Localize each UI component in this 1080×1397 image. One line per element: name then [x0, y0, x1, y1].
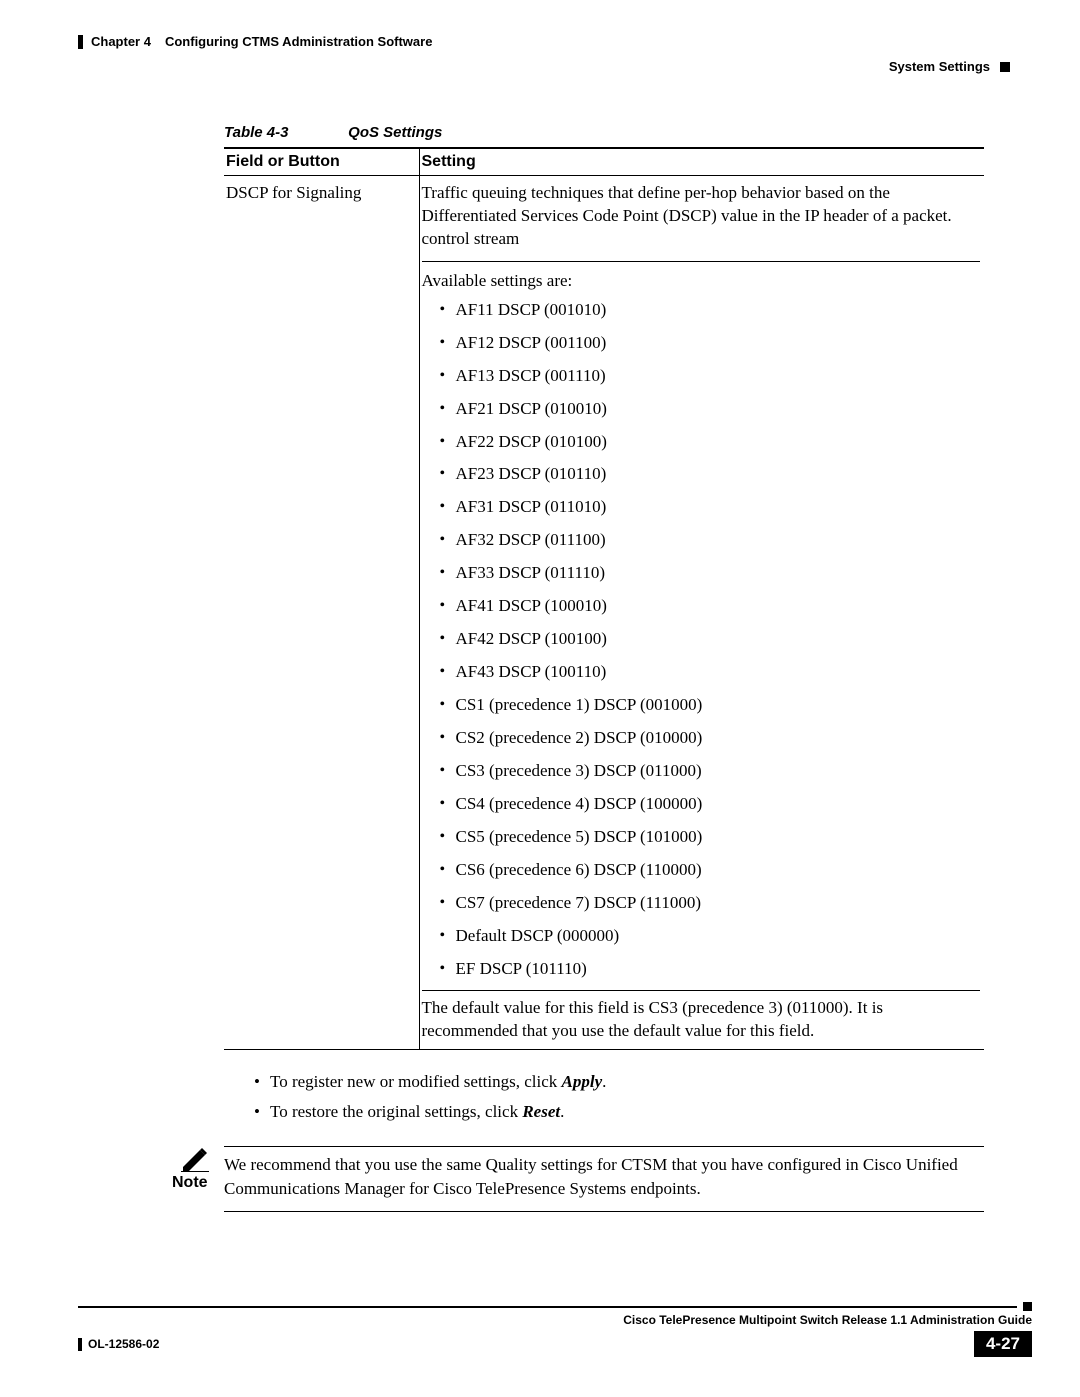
col-header-setting: Setting	[419, 148, 984, 176]
dscp-option: AF31 DSCP (011010)	[440, 496, 981, 519]
dscp-option: CS5 (precedence 5) DSCP (101000)	[440, 826, 981, 849]
footer-bar-icon	[78, 1338, 82, 1351]
section-title: System Settings	[889, 59, 990, 74]
table-title: QoS Settings	[348, 124, 442, 141]
dscp-option: CS3 (precedence 3) DSCP (011000)	[440, 760, 981, 783]
dscp-option: AF32 DSCP (011100)	[440, 529, 981, 552]
running-header-left: Chapter 4 Configuring CTMS Administratio…	[78, 34, 1010, 49]
page-footer: Cisco TelePresence Multipoint Switch Rel…	[78, 1302, 1032, 1357]
dscp-option: CS6 (precedence 6) DSCP (110000)	[440, 859, 981, 882]
note-text: We recommend that you use the same Quali…	[224, 1146, 984, 1212]
dscp-list: AF11 DSCP (001010) AF12 DSCP (001100) AF13…	[422, 299, 981, 981]
note-block: Note We recommend that you use the same …	[166, 1146, 984, 1212]
dscp-option: CS2 (precedence 2) DSCP (010000)	[440, 727, 981, 750]
dscp-option: AF42 DSCP (100100)	[440, 628, 981, 651]
header-bar-icon	[78, 35, 83, 49]
footer-rule	[78, 1306, 1017, 1308]
header-square-icon	[1000, 62, 1010, 72]
chapter-label: Chapter 4	[91, 34, 151, 49]
col-header-field: Field or Button	[224, 148, 419, 176]
default-note: The default value for this field is CS3 …	[422, 990, 981, 1043]
dscp-option: AF23 DSCP (010110)	[440, 463, 981, 486]
dscp-option: EF DSCP (101110)	[440, 958, 981, 981]
table-number: Table 4-3	[224, 124, 344, 141]
available-label: Available settings are:	[422, 270, 981, 293]
dscp-option: AF13 DSCP (001110)	[440, 365, 981, 388]
table-row: DSCP for Signaling Traffic queuing techn…	[224, 176, 984, 1050]
dscp-option: AF33 DSCP (011110)	[440, 562, 981, 585]
dscp-option: AF41 DSCP (100010)	[440, 595, 981, 618]
instruction-item: To register new or modified settings, cl…	[254, 1072, 984, 1092]
pencil-icon	[180, 1146, 210, 1172]
dscp-option: AF22 DSCP (010100)	[440, 431, 981, 454]
dscp-option: CS7 (precedence 7) DSCP (111000)	[440, 892, 981, 915]
table-caption: Table 4-3 QoS Settings	[224, 124, 984, 141]
footer-square-icon	[1023, 1302, 1032, 1311]
dscp-option: AF11 DSCP (001010)	[440, 299, 981, 322]
page: Chapter 4 Configuring CTMS Administratio…	[0, 0, 1080, 1397]
instruction-item: To restore the original settings, click …	[254, 1102, 984, 1122]
field-name-cell: DSCP for Signaling	[224, 176, 419, 1050]
dscp-option: AF12 DSCP (001100)	[440, 332, 981, 355]
footer-doc-id: OL-12586-02	[78, 1337, 159, 1351]
dscp-option: CS4 (precedence 4) DSCP (100000)	[440, 793, 981, 816]
qos-table: Field or Button Setting DSCP for Signali…	[224, 147, 984, 1050]
setting-cell: Traffic queuing techniques that define p…	[419, 176, 984, 1050]
available-block: Available settings are: AF11 DSCP (00101…	[422, 261, 981, 981]
running-header-right: System Settings	[78, 59, 1010, 74]
main-content: Table 4-3 QoS Settings Field or Button S…	[224, 124, 984, 1212]
dscp-option: Default DSCP (000000)	[440, 925, 981, 948]
note-label: Note	[172, 1174, 224, 1192]
setting-description: Traffic queuing techniques that define p…	[422, 182, 981, 251]
dscp-option: AF43 DSCP (100110)	[440, 661, 981, 684]
chapter-title: Configuring CTMS Administration Software	[165, 34, 432, 49]
footer-guide-title: Cisco TelePresence Multipoint Switch Rel…	[78, 1313, 1032, 1327]
dscp-option: CS1 (precedence 1) DSCP (001000)	[440, 694, 981, 717]
page-number: 4-27	[974, 1331, 1032, 1357]
post-table-instructions: To register new or modified settings, cl…	[224, 1072, 984, 1122]
dscp-option: AF21 DSCP (010010)	[440, 398, 981, 421]
